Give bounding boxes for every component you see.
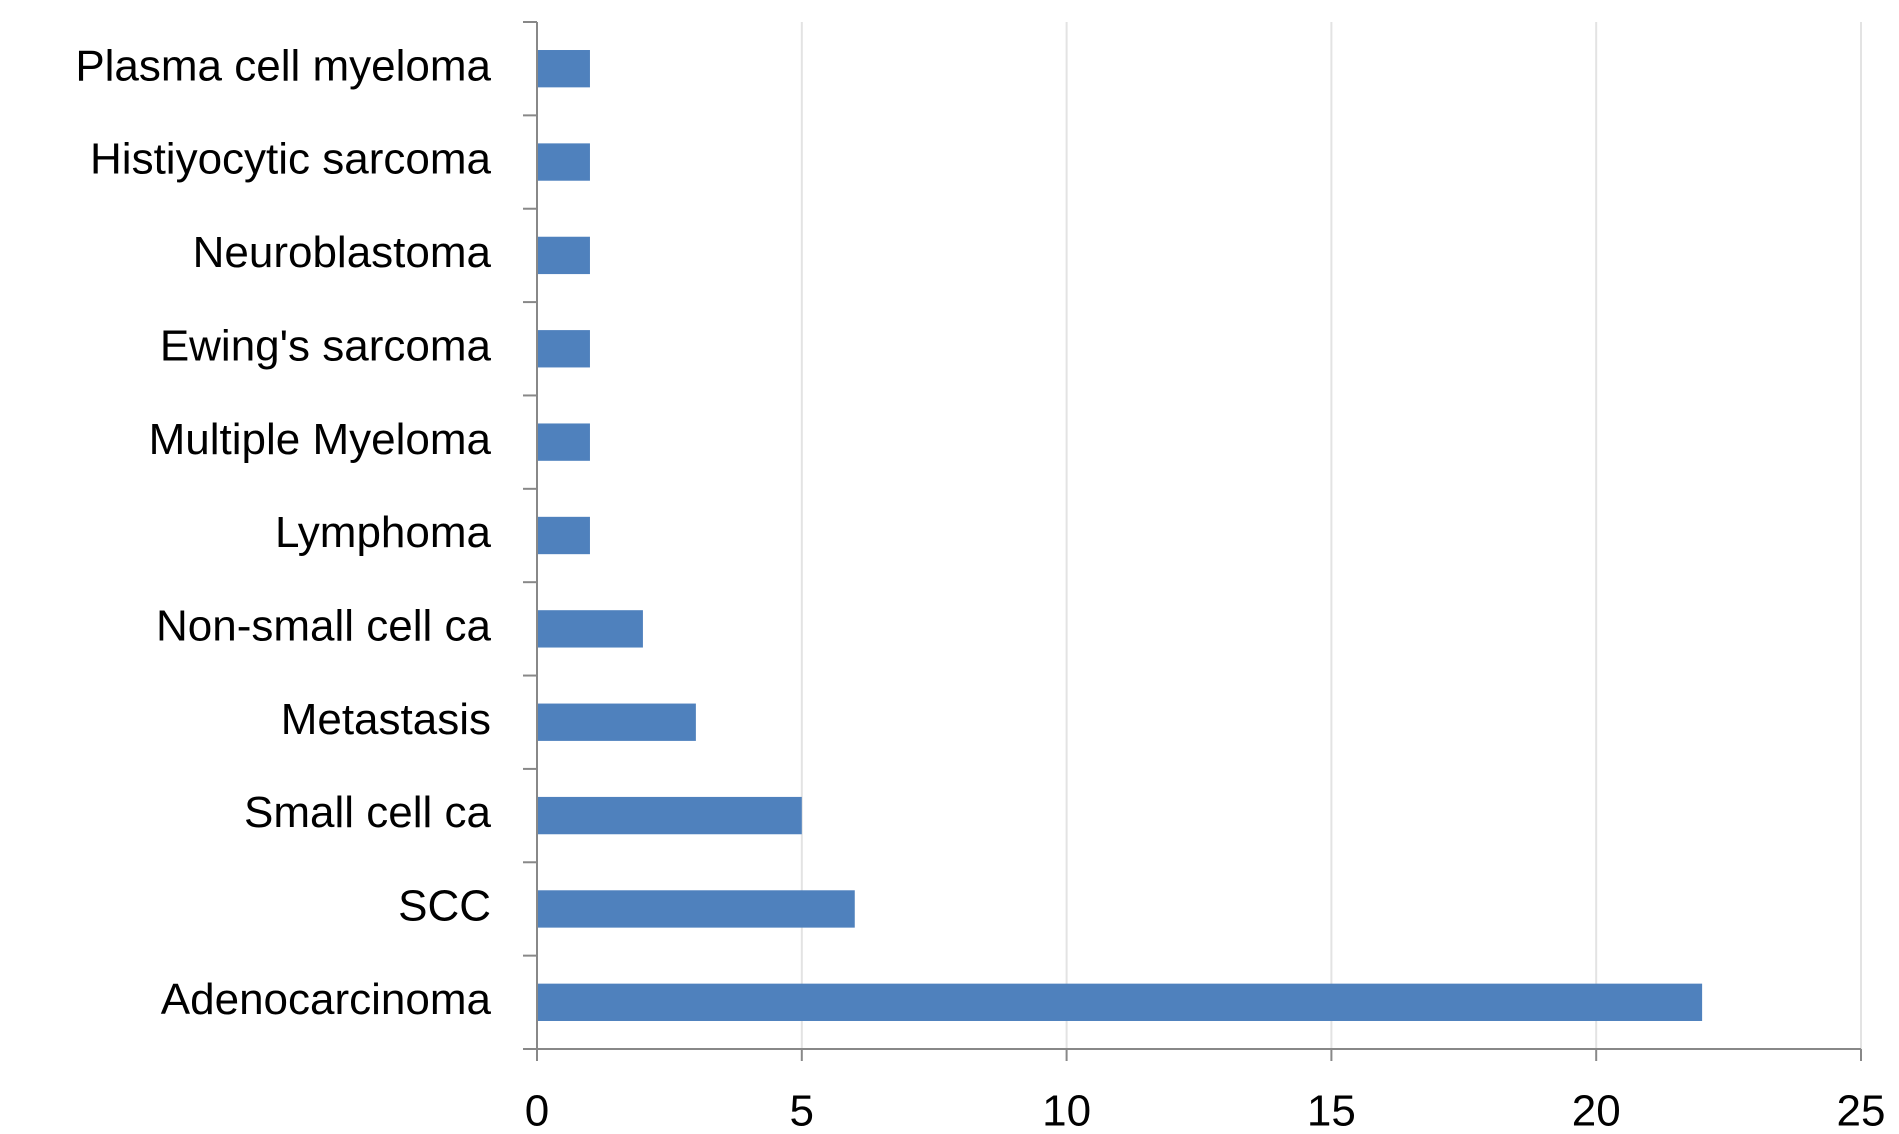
y-tick-label: Small cell ca (244, 788, 491, 837)
y-tick-label: Neuroblastoma (193, 228, 492, 277)
x-tick-label: 10 (1042, 1087, 1091, 1134)
bar (537, 236, 590, 275)
bar (537, 796, 802, 835)
y-tick-label: Non-small cell ca (156, 601, 492, 650)
bar (537, 516, 590, 555)
bar (537, 703, 696, 741)
y-tick-label: Metastasis (281, 695, 491, 744)
y-tick-label: Adenocarcinoma (161, 975, 492, 1024)
x-tick-label: 20 (1572, 1087, 1621, 1134)
bar (537, 330, 590, 368)
bar (537, 50, 590, 88)
x-tick-label: 0 (525, 1087, 549, 1134)
x-tick-label: 15 (1307, 1087, 1356, 1134)
x-tick-label: 5 (790, 1087, 814, 1134)
bar (537, 890, 855, 928)
bar (537, 983, 1703, 1021)
bar (537, 143, 590, 181)
x-tick-label: 25 (1837, 1087, 1886, 1134)
y-tick-label: Plasma cell myeloma (75, 41, 491, 90)
y-tick-label: Histiyocytic sarcoma (90, 135, 491, 184)
bar (537, 423, 590, 461)
y-tick-label: SCC (398, 882, 491, 931)
y-tick-label: Lymphoma (275, 508, 492, 557)
y-tick-label: Multiple Myeloma (149, 415, 492, 464)
y-tick-label: Ewing's sarcoma (160, 321, 492, 370)
bar (537, 610, 643, 648)
